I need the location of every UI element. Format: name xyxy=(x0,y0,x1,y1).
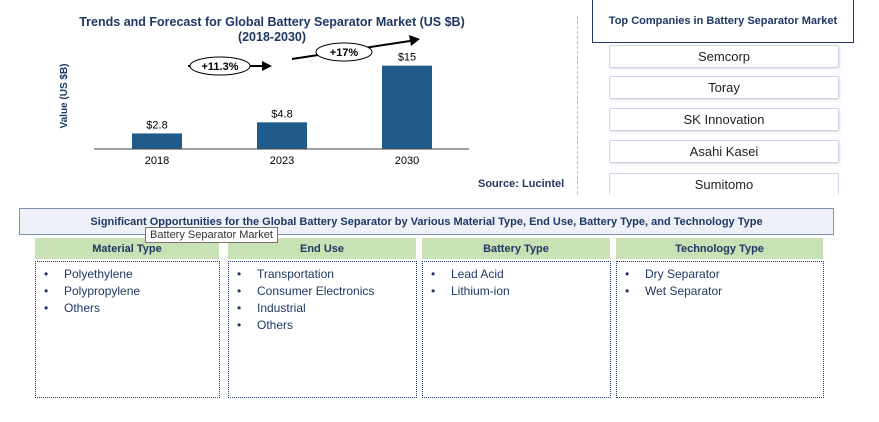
list-item-label: Consumer Electronics xyxy=(257,284,375,298)
bullet-icon: • xyxy=(44,267,49,281)
bars-group: $2.8 2018 $4.8 2023 $15 2030 xyxy=(132,52,432,167)
list-item: • Others xyxy=(44,300,211,317)
bullet-icon: • xyxy=(44,284,49,298)
list-item-label: Transportation xyxy=(257,267,334,281)
list-item-label: Polyethylene xyxy=(64,267,133,281)
cagr-arrow-1-head xyxy=(262,61,272,71)
list-item: • Transportation xyxy=(237,266,408,283)
list-item: • Lead Acid xyxy=(431,266,602,283)
battery-type-list: • Lead Acid • Lithium-ion xyxy=(431,266,602,300)
list-item-label: Wet Separator xyxy=(645,284,723,298)
list-item: • Consumer Electronics xyxy=(237,283,408,300)
technology-type-list: • Dry Separator • Wet Separator xyxy=(625,266,815,300)
source-note: Source: Lucintel xyxy=(478,178,565,190)
cagr-arrow-2-head xyxy=(409,35,420,46)
cagr-label-2: +17% xyxy=(330,47,359,59)
bullet-icon: • xyxy=(625,284,630,298)
bar-2018 xyxy=(132,133,182,149)
companies-header: Top Companies in Battery Separator Marke… xyxy=(592,0,854,43)
list-item: • Polyethylene xyxy=(44,266,211,283)
list-item: • Others xyxy=(237,317,408,334)
company-item: Toray xyxy=(609,76,839,99)
x-tick-2018: 2018 xyxy=(145,155,169,167)
data-label-2023: $4.8 xyxy=(271,108,292,120)
bullet-icon: • xyxy=(237,284,242,298)
column-body-battery-type: • Lead Acid • Lithium-ion xyxy=(422,261,611,398)
list-item-label: Others xyxy=(64,301,101,315)
company-item: SK Innovation xyxy=(609,108,839,131)
list-item-label: Others xyxy=(257,318,294,332)
list-item: • Wet Separator xyxy=(625,283,815,300)
bullet-icon: • xyxy=(431,284,436,298)
bullet-icon: • xyxy=(237,267,242,281)
cagr-bubble-2 xyxy=(315,42,373,62)
x-tick-2030: 2030 xyxy=(395,155,419,167)
column-header-material-type: Material Type xyxy=(35,238,219,259)
data-label-2018: $2.8 xyxy=(146,119,167,131)
bullet-icon: • xyxy=(237,318,242,332)
column-body-end-use: • Transportation • Consumer Electronics • I… xyxy=(228,261,417,398)
list-item-label: Dry Separator xyxy=(645,267,720,281)
list-item: • Dry Separator xyxy=(625,266,815,283)
list-item-label: Lead Acid xyxy=(451,267,504,281)
bar-2023 xyxy=(257,122,307,149)
bullet-icon: • xyxy=(44,301,49,315)
company-item: Asahi Kasei xyxy=(609,140,839,163)
column-header-battery-type: Battery Type xyxy=(422,238,610,259)
cagr-label-1: +11.3% xyxy=(201,61,238,73)
list-item: • Industrial xyxy=(237,300,408,317)
y-axis-label: Value (US $B) xyxy=(59,63,70,128)
list-item-label: Industrial xyxy=(257,301,306,315)
chart-title: Trends and Forecast for Global Battery S… xyxy=(79,15,465,29)
divider xyxy=(577,16,578,194)
column-body-material-type: • Polyethylene • Polypropylene • Others xyxy=(35,261,220,398)
column-header-end-use: End Use xyxy=(228,238,416,259)
list-item-label: Lithium-ion xyxy=(451,284,510,298)
chart-subtitle: (2018-2030) xyxy=(238,30,306,44)
bullet-icon: • xyxy=(431,267,436,281)
list-item-label: Polypropylene xyxy=(64,284,141,298)
x-tick-2023: 2023 xyxy=(270,155,294,167)
material-type-list: • Polyethylene • Polypropylene • Others xyxy=(44,266,211,317)
company-item: Sumitomo xyxy=(609,173,839,195)
end-use-list: • Transportation • Consumer Electronics • I… xyxy=(237,266,408,334)
opportunities-header: Significant Opportunities for the Global… xyxy=(19,208,834,235)
cagr-annotations: +11.3% +17% xyxy=(188,35,420,76)
bullet-icon: • xyxy=(625,267,630,281)
company-item: Semcorp xyxy=(609,45,839,68)
column-header-technology-type: Technology Type xyxy=(616,238,823,259)
list-item: • Lithium-ion xyxy=(431,283,602,300)
bullet-icon: • xyxy=(237,301,242,315)
chart: Trends and Forecast for Global Battery S… xyxy=(59,15,469,167)
column-body-technology-type: • Dry Separator • Wet Separator xyxy=(616,261,824,398)
bar-2030 xyxy=(382,65,432,149)
tooltip: Battery Separator Market xyxy=(145,227,278,243)
cagr-bubble-1 xyxy=(189,56,251,76)
list-item: • Polypropylene xyxy=(44,283,211,300)
data-label-2030: $15 xyxy=(398,52,416,64)
